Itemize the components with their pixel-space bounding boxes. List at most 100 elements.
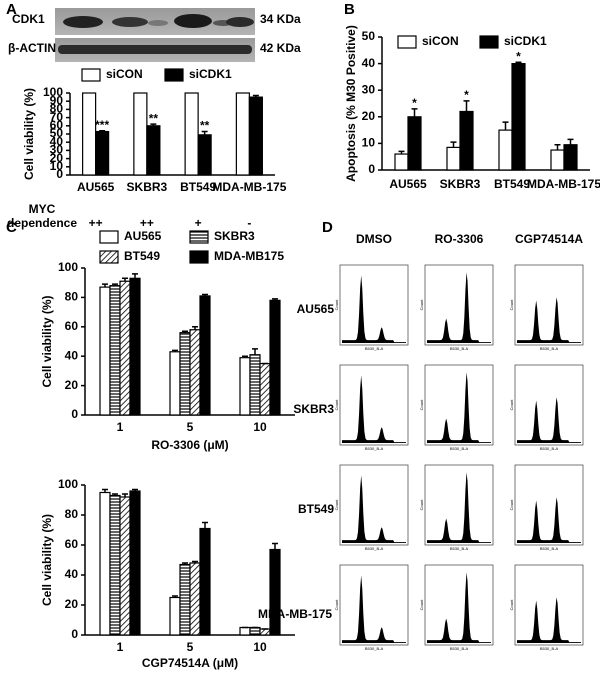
legend-label: AU565 <box>124 229 162 243</box>
annotation: * <box>464 88 469 102</box>
histogram-frame <box>424 464 494 546</box>
y-tick-label: 40 <box>65 567 79 581</box>
bar <box>146 125 161 176</box>
x-tick-label: AU565 <box>77 180 115 194</box>
bar <box>269 299 281 416</box>
y-tick-label: 30 <box>50 143 64 157</box>
error-bar <box>102 283 108 288</box>
y-tick-label: 100 <box>58 477 78 491</box>
panel-label: D <box>322 219 333 236</box>
x-tick-label: 10 <box>253 420 267 434</box>
y-tick-label: 60 <box>65 319 79 333</box>
error-bar <box>172 595 178 598</box>
axis-caption: B530_B-A <box>365 546 384 551</box>
axis-caption: B530_B-A <box>450 546 469 551</box>
annotation: ** <box>149 111 159 125</box>
annotation: * <box>412 96 417 110</box>
error-bar <box>202 293 208 296</box>
error-bar <box>554 143 561 151</box>
histogram-frame <box>424 264 494 346</box>
x-tick-label: SKBR3 <box>127 180 168 194</box>
column-header: DMSO <box>356 232 392 246</box>
histogram-frame <box>339 464 409 546</box>
row-value: - <box>247 216 251 230</box>
error-bar <box>202 521 208 529</box>
y-axis-label: Cell viability (%) <box>40 514 54 606</box>
legend-swatch <box>99 250 119 264</box>
bar <box>269 548 281 636</box>
bar <box>169 596 181 636</box>
bar <box>189 329 201 416</box>
error-bar <box>272 542 278 550</box>
axis-caption: Count <box>509 499 514 511</box>
error-bar <box>502 121 509 131</box>
axis-caption: Count <box>334 499 339 511</box>
y-tick-label: 20 <box>362 109 376 123</box>
y-tick-label: 20 <box>65 378 79 392</box>
error-bar <box>567 138 574 145</box>
panel-label: A <box>6 1 17 18</box>
bar <box>184 92 199 176</box>
error-bar <box>411 108 418 117</box>
axis-caption: Count <box>334 399 339 411</box>
row-value: ++ <box>140 216 154 230</box>
bar <box>239 357 251 416</box>
y-tick-label: 60 <box>65 537 79 551</box>
legend-swatch <box>397 35 417 49</box>
bar <box>169 351 181 416</box>
bar <box>446 146 461 171</box>
axis-caption: B530_B-A <box>365 646 384 651</box>
bar <box>179 332 191 416</box>
row-label: MDA-MB-175 <box>258 607 332 621</box>
histogram-frame <box>339 364 409 446</box>
y-tick-label: 80 <box>50 102 64 116</box>
error-bar <box>463 100 470 112</box>
axis-caption: B530_B-A <box>540 346 559 351</box>
legend-swatch <box>99 230 119 244</box>
bar <box>119 496 131 636</box>
error-bar <box>252 94 259 98</box>
row-label: MYC <box>29 202 56 216</box>
bar <box>407 116 422 171</box>
error-bar <box>99 129 106 132</box>
y-tick-label: 30 <box>362 82 376 96</box>
axis-caption: B530_B-A <box>540 546 559 551</box>
y-tick-label: 70 <box>50 110 64 124</box>
y-tick-label: 90 <box>50 93 64 107</box>
legend-label: siCDK1 <box>504 34 547 48</box>
error-bar <box>252 348 258 355</box>
axis-caption: B530_B-A <box>540 446 559 451</box>
bar <box>179 563 191 636</box>
y-axis-label: Apoptosis (% M30 Positive) <box>344 25 358 182</box>
axis-caption: Count <box>509 599 514 611</box>
legend-label: MDA-MB175 <box>214 249 284 263</box>
axis-caption: Count <box>419 299 424 311</box>
histogram-frame <box>424 364 494 446</box>
histogram-frame <box>514 364 584 446</box>
annotation: *** <box>95 118 109 132</box>
x-tick-label: MDA-MB-175 <box>212 180 286 194</box>
bar <box>82 92 97 176</box>
error-bar <box>132 273 138 279</box>
bar <box>133 92 148 176</box>
legend-swatch <box>189 250 209 264</box>
western-blot <box>55 8 255 62</box>
y-tick-label: 10 <box>362 136 376 150</box>
axis-caption: B530_B-A <box>365 446 384 451</box>
axis-caption: Count <box>419 599 424 611</box>
bar <box>99 286 111 416</box>
axis-caption: Count <box>419 399 424 411</box>
bar <box>199 295 211 416</box>
bar <box>550 149 565 171</box>
bar <box>394 153 409 171</box>
bar <box>259 628 271 636</box>
y-axis-label: Cell viability (%) <box>40 295 54 387</box>
y-tick-label: 0 <box>71 407 78 421</box>
axis-caption: Count <box>334 599 339 611</box>
error-bar <box>201 130 208 135</box>
y-tick-label: 0 <box>71 627 78 641</box>
histogram-frame <box>339 264 409 346</box>
y-tick-label: 80 <box>65 507 79 521</box>
bar <box>189 562 201 636</box>
bar <box>459 110 474 171</box>
